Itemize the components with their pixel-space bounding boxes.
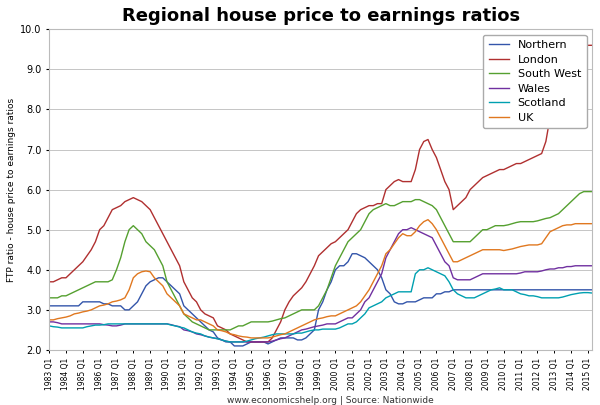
South West: [589, 189, 596, 194]
Scotland: [479, 291, 487, 296]
UK: [407, 233, 415, 238]
Northern: [589, 288, 596, 292]
South West: [205, 328, 212, 333]
London: [576, 41, 583, 46]
Scotland: [407, 290, 415, 294]
London: [193, 299, 200, 304]
Wales: [193, 331, 200, 336]
Line: Northern: Northern: [49, 254, 592, 346]
London: [46, 279, 53, 284]
Wales: [454, 277, 461, 282]
UK: [479, 247, 487, 252]
Northern: [281, 335, 289, 340]
London: [449, 207, 457, 212]
Wales: [46, 320, 53, 324]
South West: [281, 315, 289, 320]
London: [589, 43, 596, 48]
Scotland: [332, 327, 339, 332]
London: [281, 307, 289, 312]
Northern: [231, 343, 238, 348]
Northern: [349, 252, 356, 256]
Line: London: London: [49, 43, 592, 342]
Scotland: [193, 330, 200, 335]
Northern: [454, 288, 461, 292]
Legend: Northern, London, South West, Wales, Scotland, UK: Northern, London, South West, Wales, Sco…: [483, 35, 587, 128]
UK: [248, 335, 255, 340]
London: [407, 179, 415, 184]
UK: [424, 217, 431, 222]
Northern: [46, 303, 53, 308]
Wales: [407, 225, 415, 230]
Line: UK: UK: [49, 220, 592, 338]
Wales: [281, 335, 289, 340]
Line: South West: South West: [49, 192, 592, 330]
Scotland: [281, 331, 289, 336]
Scotland: [46, 324, 53, 328]
Northern: [193, 315, 200, 320]
London: [475, 179, 482, 184]
South West: [193, 322, 200, 326]
UK: [332, 313, 339, 318]
Northern: [412, 299, 419, 304]
Wales: [479, 271, 487, 276]
Wales: [589, 263, 596, 268]
Scotland: [589, 291, 596, 296]
Line: Scotland: Scotland: [49, 268, 592, 342]
Northern: [479, 288, 487, 292]
Wales: [332, 322, 339, 326]
UK: [589, 221, 596, 226]
UK: [281, 331, 289, 336]
South West: [332, 263, 339, 268]
South West: [407, 199, 415, 204]
Y-axis label: FTP ratio - house price to earnings ratios: FTP ratio - house price to earnings rati…: [7, 98, 16, 281]
Northern: [332, 267, 339, 272]
Scotland: [227, 339, 234, 344]
South West: [580, 189, 587, 194]
UK: [454, 259, 461, 264]
South West: [449, 239, 457, 244]
London: [244, 339, 251, 344]
Line: Wales: Wales: [49, 228, 592, 342]
South West: [475, 231, 482, 236]
Text: www.economicshelp.org | Source: Nationwide: www.economicshelp.org | Source: Nationwi…: [227, 396, 433, 405]
UK: [193, 318, 200, 322]
Scotland: [424, 265, 431, 270]
Scotland: [454, 291, 461, 296]
Wales: [227, 339, 234, 344]
South West: [46, 295, 53, 300]
Wales: [412, 227, 419, 232]
Title: Regional house price to earnings ratios: Regional house price to earnings ratios: [122, 7, 520, 25]
London: [332, 239, 339, 244]
UK: [46, 318, 53, 322]
